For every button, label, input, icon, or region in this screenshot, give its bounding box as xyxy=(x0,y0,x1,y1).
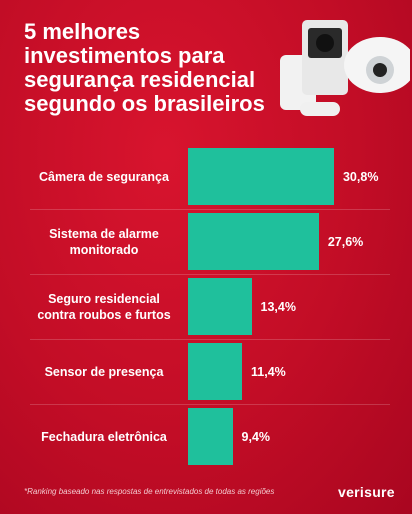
category-label: Seguro residencial contra roubos e furto… xyxy=(37,291,171,322)
footnote: *Ranking baseado nas respostas de entrev… xyxy=(24,487,275,496)
category-label: Câmera de segurança xyxy=(39,169,169,184)
title-line: investimentos para xyxy=(24,43,225,68)
bar xyxy=(188,278,252,335)
product-illustration xyxy=(280,20,410,116)
value-label: 11,4% xyxy=(251,364,286,379)
category-label: Sistema de alarme monitorado xyxy=(49,226,159,257)
row-separator xyxy=(30,209,390,210)
category-label: Sensor de presença xyxy=(44,364,164,379)
value-label: 30,8% xyxy=(342,169,379,184)
title: 5 melhores investimentos para segurança re… xyxy=(24,20,265,116)
row-separator xyxy=(30,339,390,340)
row-separator xyxy=(30,274,390,275)
bar xyxy=(188,408,233,465)
bar xyxy=(188,148,334,205)
title-line: 5 melhores xyxy=(24,19,141,44)
brand-logo: verisure xyxy=(338,484,395,500)
value-label: 13,4% xyxy=(260,299,296,314)
title-line: segurança residencial xyxy=(24,67,256,92)
value-label: 9,4% xyxy=(241,429,271,444)
bar xyxy=(188,343,243,400)
row-separator xyxy=(30,404,390,405)
category-label: Fechadura eletrônica xyxy=(41,429,167,444)
title-line: segundo os brasileiros xyxy=(24,91,265,116)
bar xyxy=(188,213,319,270)
value-label: 27,6% xyxy=(327,234,364,249)
